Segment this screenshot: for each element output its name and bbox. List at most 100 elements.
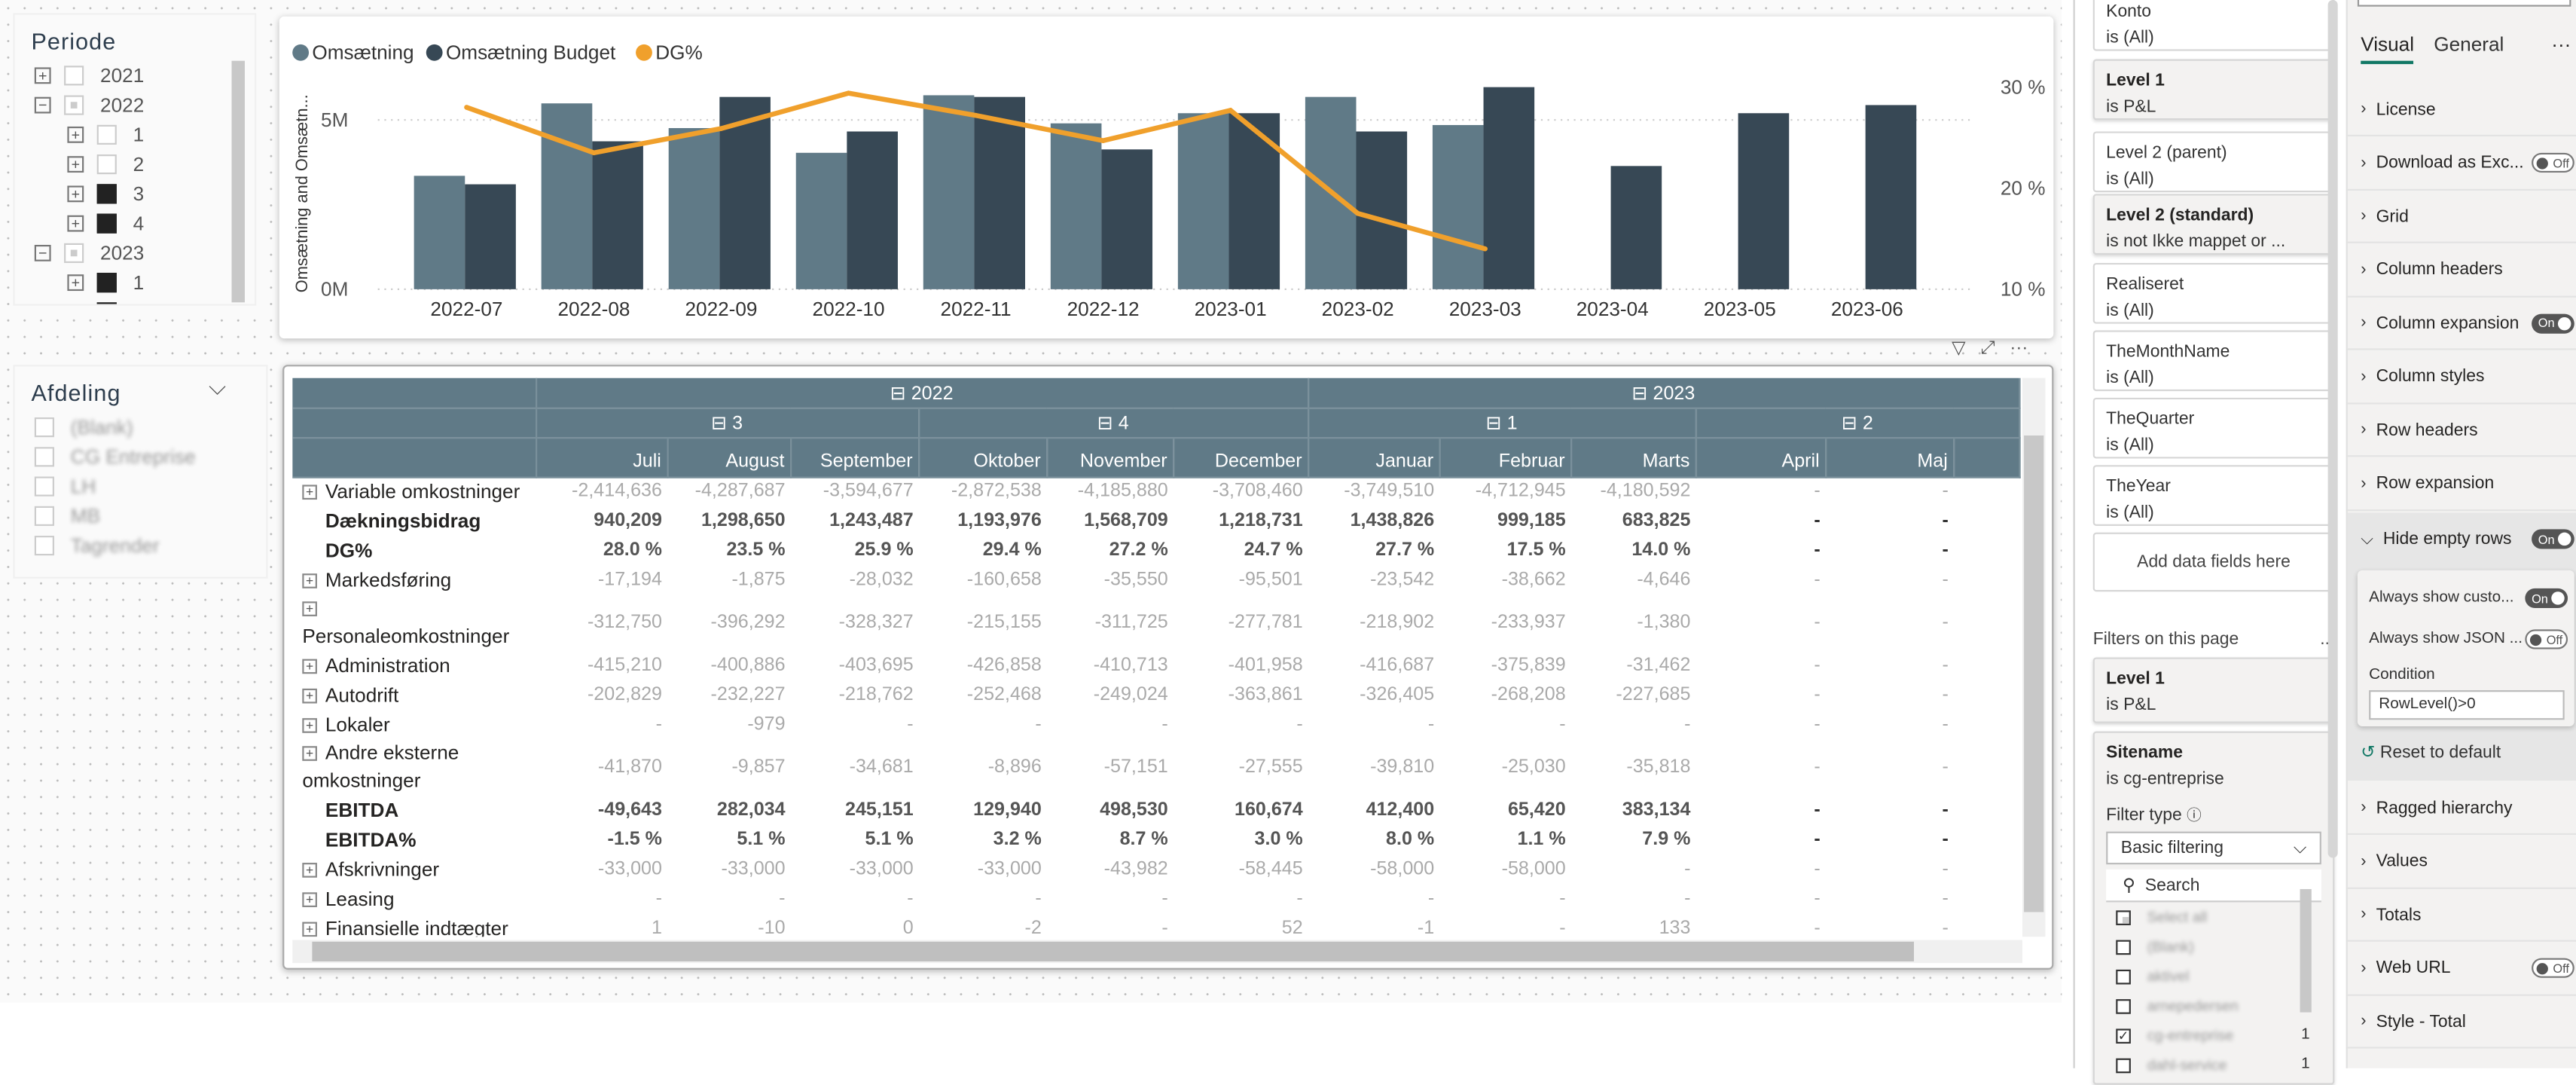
bar-omsaetning[interactable] bbox=[1050, 123, 1102, 289]
month-header[interactable]: September bbox=[790, 437, 920, 478]
bar-budget[interactable] bbox=[1738, 113, 1790, 289]
bar-budget[interactable] bbox=[1228, 113, 1280, 289]
row-header[interactable]: + Finansielle indtægter bbox=[292, 914, 536, 937]
toggle-switch[interactable]: On bbox=[2532, 313, 2574, 333]
bar-omsaetning[interactable] bbox=[795, 152, 847, 289]
slicer-item[interactable]: +4 bbox=[15, 209, 255, 238]
filter-list-item[interactable]: Select all bbox=[2106, 902, 2316, 931]
checkbox[interactable] bbox=[2116, 939, 2131, 955]
search-input[interactable]: ⚲ Search bbox=[2106, 869, 2321, 903]
horizontal-scrollbar[interactable] bbox=[292, 940, 2022, 964]
expand-icon[interactable]: + bbox=[302, 601, 317, 617]
expand-icon[interactable]: + bbox=[67, 274, 84, 292]
expand-icon[interactable]: + bbox=[302, 717, 317, 733]
chevron-down-icon[interactable]: ⌵ bbox=[208, 373, 227, 400]
filter-type-dropdown[interactable]: Basic filtering ⌵ bbox=[2106, 831, 2321, 865]
checkbox[interactable] bbox=[2116, 998, 2131, 1013]
hide-empty-rows-toggle[interactable]: On bbox=[2532, 529, 2574, 549]
checkbox[interactable] bbox=[64, 66, 84, 86]
bar-budget[interactable] bbox=[847, 131, 898, 289]
filter-list-item[interactable]: aktivel1 bbox=[2106, 961, 2316, 991]
row-header[interactable]: + Andre eksterne omkostninger bbox=[292, 739, 536, 795]
checkbox[interactable] bbox=[96, 302, 117, 304]
quarter-header[interactable]: ⊟ 3 bbox=[536, 407, 920, 439]
checkbox[interactable] bbox=[34, 536, 54, 556]
filter-card-sitename[interactable]: Sitename is cg-entreprise Filter type ⓘ … bbox=[2092, 731, 2335, 1085]
slicer-item[interactable]: Tagrender bbox=[15, 530, 267, 560]
legend-item[interactable]: Omsætning bbox=[312, 41, 414, 64]
month-header[interactable]: December bbox=[1173, 437, 1309, 478]
format-item[interactable]: › Column styles bbox=[2347, 351, 2576, 404]
checkbox[interactable] bbox=[96, 273, 117, 293]
collapse-icon[interactable]: − bbox=[34, 244, 51, 261]
slicer-item[interactable]: − 2023 bbox=[15, 238, 255, 267]
row-header[interactable]: + Personaleomkostninger bbox=[292, 595, 536, 651]
bar-budget[interactable] bbox=[1610, 166, 1662, 289]
format-item[interactable]: › Values bbox=[2347, 836, 2576, 888]
slicer-item[interactable]: CG Entreprise bbox=[15, 442, 267, 472]
slicer-item[interactable]: +1 bbox=[15, 120, 255, 149]
add-data-fields-dropzone[interactable]: Add data fields here bbox=[2092, 532, 2335, 592]
month-header[interactable]: Juli bbox=[536, 437, 668, 478]
format-item[interactable]: › Ragged hierarchy bbox=[2347, 782, 2576, 835]
line-point[interactable] bbox=[591, 150, 597, 156]
slicer-item[interactable]: MB bbox=[15, 501, 267, 530]
filter-card[interactable]: Realiseret is (All) bbox=[2092, 262, 2335, 324]
expand-icon[interactable]: + bbox=[67, 156, 84, 173]
checkbox[interactable] bbox=[2116, 909, 2131, 925]
format-item-hide-empty-rows[interactable]: ⌵ Hide empty rows On bbox=[2348, 513, 2576, 566]
expand-icon[interactable]: + bbox=[302, 862, 317, 878]
vertical-scrollbar[interactable] bbox=[2022, 377, 2046, 937]
slicer-item[interactable]: +1 bbox=[15, 268, 255, 298]
quarter-header[interactable]: ⊟ 1 bbox=[1308, 407, 1697, 439]
bar-budget[interactable] bbox=[592, 141, 643, 289]
checkbox[interactable] bbox=[96, 213, 117, 234]
format-item[interactable]: › Web URL Off bbox=[2347, 943, 2576, 995]
condition-input[interactable]: RowLevel()>0 bbox=[2369, 690, 2565, 720]
slicer-item[interactable]: +2 bbox=[15, 298, 255, 304]
checkbox[interactable] bbox=[96, 184, 117, 204]
filter-icon[interactable]: ▽ bbox=[1952, 338, 1966, 359]
row-header[interactable]: + Variable omkostninger bbox=[292, 477, 536, 506]
checkbox[interactable] bbox=[2116, 1057, 2131, 1073]
filter-card[interactable]: TheYear is (All) bbox=[2092, 465, 2335, 526]
checkbox[interactable] bbox=[34, 476, 54, 497]
toggle-switch[interactable]: Off bbox=[2532, 152, 2574, 173]
expand-icon[interactable]: + bbox=[302, 921, 317, 937]
filter-card[interactable]: Level 2 (standard) is not Ikke mappet or … bbox=[2092, 194, 2335, 255]
month-header[interactable]: Maj bbox=[1825, 437, 1955, 478]
year-header[interactable]: ⊟ 2023 bbox=[1308, 377, 2020, 409]
tab-general[interactable]: General bbox=[2434, 32, 2504, 57]
quarter-header[interactable]: ⊟ 2 bbox=[1695, 407, 2020, 439]
row-header[interactable]: Dækningsbidrag bbox=[292, 506, 536, 536]
row-header[interactable]: + Administration bbox=[292, 651, 536, 680]
month-header[interactable]: August bbox=[667, 437, 792, 478]
toggle-switch[interactable]: Off bbox=[2532, 958, 2574, 978]
format-item[interactable]: › Column headers bbox=[2347, 244, 2576, 297]
format-item[interactable]: › License bbox=[2347, 84, 2576, 137]
month-header[interactable]: Marts bbox=[1570, 437, 1697, 478]
checkbox[interactable]: ✓ bbox=[2116, 1028, 2131, 1043]
row-header[interactable]: + Leasing bbox=[292, 884, 536, 913]
year-header[interactable]: ⊟ 2022 bbox=[536, 377, 1309, 409]
quarter-header[interactable]: ⊟ 4 bbox=[918, 407, 1309, 439]
line-point[interactable] bbox=[464, 105, 469, 110]
line-point[interactable] bbox=[846, 90, 851, 96]
month-header[interactable]: Februar bbox=[1439, 437, 1572, 478]
always-show-json-toggle[interactable]: Off bbox=[2525, 629, 2568, 649]
line-point[interactable] bbox=[973, 112, 978, 118]
format-item[interactable]: › Download as Exc... Off bbox=[2347, 137, 2576, 190]
line-point[interactable] bbox=[1100, 138, 1106, 143]
row-header[interactable]: DG% bbox=[292, 536, 536, 565]
bar-omsaetning[interactable] bbox=[1432, 124, 1484, 289]
bar-budget[interactable] bbox=[1101, 149, 1153, 289]
filter-card[interactable]: Level 1 is P&L bbox=[2092, 59, 2335, 121]
format-item[interactable]: › Style - Total bbox=[2347, 996, 2576, 1049]
list-scrollbar[interactable] bbox=[2300, 888, 2312, 1013]
expand-icon[interactable]: + bbox=[302, 484, 317, 500]
format-item[interactable]: › Grid bbox=[2347, 191, 2576, 243]
expand-icon[interactable]: + bbox=[302, 688, 317, 704]
month-header[interactable]: November bbox=[1046, 437, 1174, 478]
row-header[interactable]: + Markedsføring bbox=[292, 565, 536, 594]
bar-budget[interactable] bbox=[465, 184, 516, 289]
